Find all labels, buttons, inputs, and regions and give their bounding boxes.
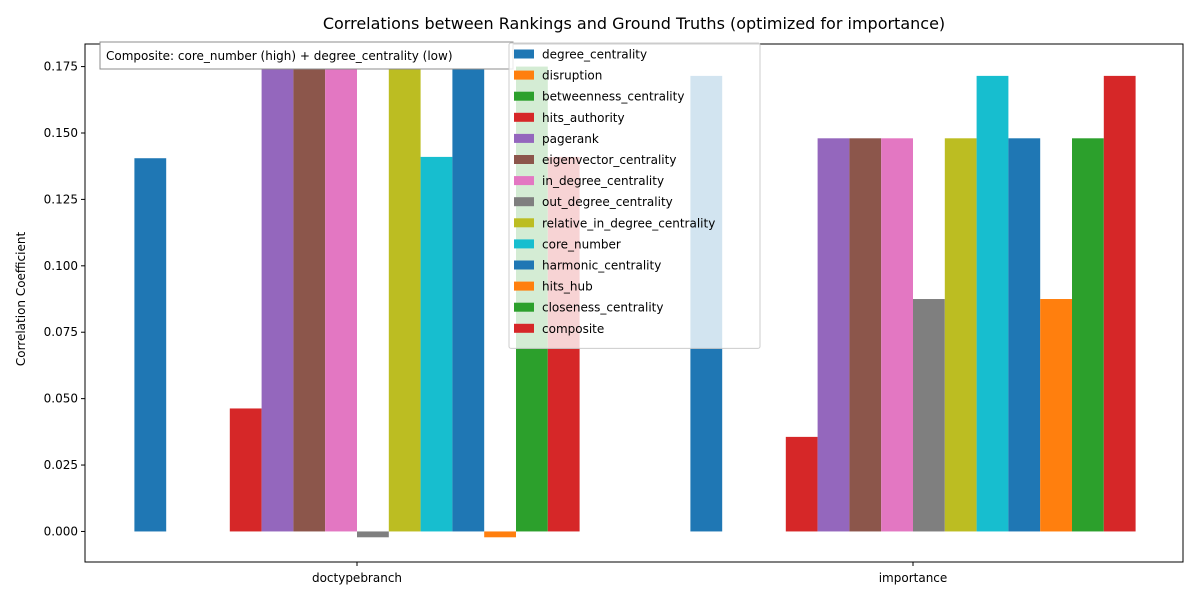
- legend-label-in_degree_centrality: in_degree_centrality: [542, 174, 664, 188]
- bar-core_number-importance: [976, 75, 1009, 532]
- legend-swatch-out_degree_centrality: [514, 197, 534, 207]
- legend-swatch-in_degree_centrality: [514, 176, 534, 186]
- legend-label-betweenness_centrality: betweenness_centrality: [542, 90, 684, 104]
- legend-swatch-relative_in_degree_centrality: [514, 218, 534, 228]
- bar-hits_hub-importance: [1040, 299, 1072, 532]
- bar-out_degree_centrality-doctypebranch: [357, 531, 389, 538]
- y-tick-label: 0.100: [44, 259, 78, 273]
- legend-swatch-betweenness_centrality: [514, 91, 534, 101]
- annotation-text: Composite: core_number (high) + degree_c…: [106, 49, 453, 63]
- y-tick-label: 0.050: [44, 392, 78, 406]
- y-tick-label: 0.175: [44, 60, 78, 74]
- legend-swatch-harmonic_centrality: [514, 260, 534, 270]
- legend-label-eigenvector_centrality: eigenvector_centrality: [542, 153, 676, 167]
- annotation-frame: [99, 41, 514, 70]
- x-tick-label-doctypebranch: doctypebranch: [312, 571, 402, 585]
- legend-label-closeness_centrality: closeness_centrality: [542, 301, 663, 315]
- legend: degree_centrality disruption betweenness_c…: [508, 42, 761, 349]
- y-tick-label: 0.025: [44, 458, 78, 472]
- legend-swatch-disruption: [514, 70, 534, 80]
- bar-pagerank-doctypebranch: [261, 66, 294, 532]
- bar-harmonic_centrality-importance: [1008, 138, 1041, 532]
- legend-swatch-core_number: [514, 239, 534, 249]
- y-axis-label: Correlation Coefficient: [14, 232, 28, 367]
- bar-pagerank-importance: [817, 138, 850, 532]
- y-tick-label: 0.000: [44, 524, 78, 538]
- legend-label-pagerank: pagerank: [542, 132, 599, 146]
- legend-swatch-pagerank: [514, 133, 534, 143]
- legend-swatch-hits_authority: [514, 112, 534, 122]
- y-tick-label: 0.150: [44, 126, 78, 140]
- bar-harmonic_centrality-doctypebranch: [452, 66, 485, 532]
- legend-swatch-eigenvector_centrality: [514, 155, 534, 164]
- x-axis-ticks: doctypebranch importance: [312, 562, 947, 585]
- x-tick-label-importance: importance: [879, 571, 948, 585]
- bar-in_degree_centrality-importance: [881, 138, 913, 532]
- legend-label-out_degree_centrality: out_degree_centrality: [542, 195, 673, 209]
- bar-closeness_centrality-importance: [1072, 138, 1104, 532]
- bar-in_degree_centrality-doctypebranch: [325, 66, 357, 532]
- legend-frame: [508, 42, 761, 349]
- legend-swatch-composite: [514, 323, 534, 333]
- legend-label-composite: composite: [542, 322, 604, 336]
- legend-label-hits_hub: hits_hub: [542, 280, 593, 294]
- y-tick-label: 0.125: [44, 192, 78, 206]
- bar-hits_hub-doctypebranch: [484, 531, 516, 538]
- bar-eigenvector_centrality-importance: [849, 138, 882, 532]
- legend-swatch-closeness_centrality: [514, 302, 534, 312]
- bar-eigenvector_centrality-doctypebranch: [293, 66, 326, 532]
- y-axis-ticks: 0.000 0.025 0.050 0.075 0.100 0.125 0.150 0.175: [44, 60, 85, 538]
- bar-relative_in_degree_centrality-importance: [944, 138, 977, 532]
- legend-label-degree_centrality: degree_centrality: [542, 48, 647, 62]
- legend-label-relative_in_degree_centrality: relative_in_degree_centrality: [542, 216, 715, 230]
- bar-out_degree_centrality-importance: [913, 299, 945, 532]
- legend-label-hits_authority: hits_authority: [542, 111, 625, 125]
- legend-label-harmonic_centrality: harmonic_centrality: [542, 259, 661, 273]
- bar-degree_centrality-doctypebranch: [134, 158, 167, 532]
- bar-relative_in_degree_centrality-doctypebranch: [388, 66, 421, 532]
- legend-label-core_number: core_number: [542, 237, 621, 251]
- bar-core_number-doctypebranch: [420, 156, 453, 532]
- legend-swatch-hits_hub: [514, 281, 534, 291]
- chart-title: Correlations between Rankings and Ground…: [323, 14, 945, 33]
- bar-hits_authority-doctypebranch: [229, 408, 262, 532]
- y-tick-label: 0.075: [44, 325, 78, 339]
- bar-hits_authority-importance: [785, 436, 818, 532]
- legend-label-disruption: disruption: [542, 69, 602, 83]
- legend-swatch-degree_centrality: [514, 49, 534, 59]
- composite-annotation: Composite: core_number (high) + degree_c…: [99, 41, 514, 70]
- bar-composite-importance: [1103, 75, 1136, 532]
